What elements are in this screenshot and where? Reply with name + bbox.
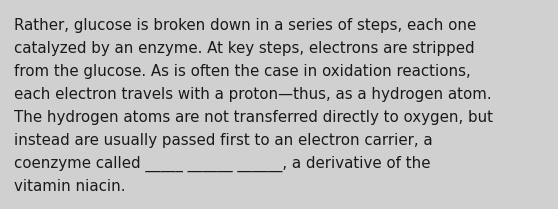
Text: instead are usually passed first to an electron carrier, a: instead are usually passed first to an e… bbox=[14, 133, 432, 148]
Text: The hydrogen atoms are not transferred directly to oxygen, but: The hydrogen atoms are not transferred d… bbox=[14, 110, 493, 125]
Text: coenzyme called _____ ______ ______, a derivative of the: coenzyme called _____ ______ ______, a d… bbox=[14, 156, 431, 172]
Text: catalyzed by an enzyme. At key steps, electrons are stripped: catalyzed by an enzyme. At key steps, el… bbox=[14, 41, 475, 56]
Text: Rather, glucose is broken down in a series of steps, each one: Rather, glucose is broken down in a seri… bbox=[14, 18, 476, 33]
Text: from the glucose. As is often the case in oxidation reactions,: from the glucose. As is often the case i… bbox=[14, 64, 471, 79]
Text: vitamin niacin.: vitamin niacin. bbox=[14, 179, 126, 194]
Text: each electron travels with a proton—thus, as a hydrogen atom.: each electron travels with a proton—thus… bbox=[14, 87, 492, 102]
